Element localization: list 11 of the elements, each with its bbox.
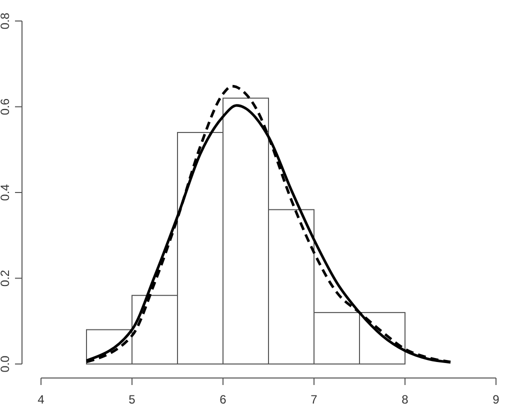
x-tick-label: 9 [492, 392, 500, 404]
x-tick-label: 5 [128, 392, 136, 404]
y-tick-label: 0.2 [0, 270, 12, 287]
x-tick-label: 6 [220, 392, 227, 404]
y-tick-label: 0.4 [0, 184, 12, 201]
y-tick-label: 0.0 [0, 355, 12, 372]
x-tick-label: 4 [38, 392, 45, 404]
x-tick-label: 7 [310, 392, 318, 404]
x-tick-label: 8 [402, 392, 409, 404]
y-tick-label: 0.8 [0, 12, 12, 30]
y-tick-label: 0.6 [0, 98, 12, 116]
